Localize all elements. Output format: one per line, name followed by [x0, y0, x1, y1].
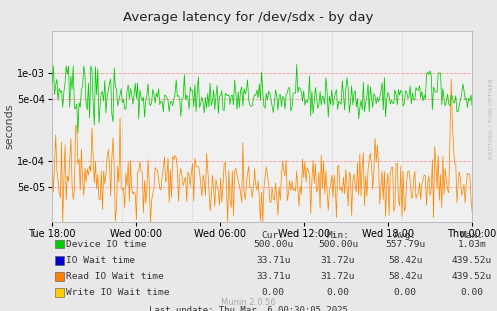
Text: Average latency for /dev/sdx - by day: Average latency for /dev/sdx - by day	[123, 11, 374, 24]
Text: Write IO Wait time: Write IO Wait time	[66, 288, 169, 297]
Text: Cur:: Cur:	[262, 231, 285, 240]
Text: 0.00: 0.00	[327, 288, 349, 297]
Text: 439.52u: 439.52u	[452, 256, 492, 265]
Text: Device IO time: Device IO time	[66, 240, 146, 248]
Text: Max:: Max:	[461, 231, 484, 240]
Text: 0.00: 0.00	[461, 288, 484, 297]
Text: Read IO Wait time: Read IO Wait time	[66, 272, 164, 281]
Text: 1.03m: 1.03m	[458, 240, 487, 248]
Text: 58.42u: 58.42u	[388, 272, 422, 281]
Text: 31.72u: 31.72u	[321, 256, 355, 265]
Text: IO Wait time: IO Wait time	[66, 256, 135, 265]
Text: 33.71u: 33.71u	[256, 272, 291, 281]
Text: RRDTOOL / TOBI OETIKER: RRDTOOL / TOBI OETIKER	[489, 78, 494, 159]
Text: Min:: Min:	[327, 231, 349, 240]
Text: 31.72u: 31.72u	[321, 272, 355, 281]
Text: 33.71u: 33.71u	[256, 256, 291, 265]
Text: 439.52u: 439.52u	[452, 272, 492, 281]
Text: Avg:: Avg:	[394, 231, 416, 240]
Text: Munin 2.0.56: Munin 2.0.56	[221, 298, 276, 307]
Text: 500.00u: 500.00u	[253, 240, 293, 248]
Text: 500.00u: 500.00u	[318, 240, 358, 248]
Y-axis label: seconds: seconds	[4, 104, 14, 150]
Text: 58.42u: 58.42u	[388, 256, 422, 265]
Text: 0.00: 0.00	[262, 288, 285, 297]
Text: Last update: Thu Mar  6 00:30:05 2025: Last update: Thu Mar 6 00:30:05 2025	[149, 306, 348, 311]
Text: 0.00: 0.00	[394, 288, 416, 297]
Text: 557.79u: 557.79u	[385, 240, 425, 248]
